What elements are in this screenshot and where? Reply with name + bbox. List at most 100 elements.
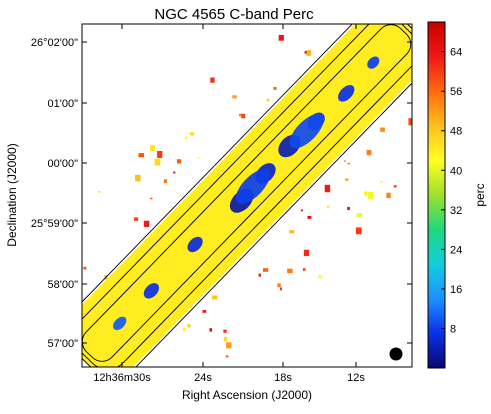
noise-speckle [307,215,312,219]
x-tick-label: 24s [194,372,212,384]
plot-area [82,24,412,367]
noise-speckle [202,309,207,313]
noise-speckle [211,295,218,300]
plot-frame [81,23,413,368]
noise-speckle [287,268,293,274]
x-axis-label: Right Ascension (J2000) [182,388,312,402]
noise-speckle [149,145,155,152]
contour-line [82,24,412,367]
noise-speckle [300,209,304,212]
noise-speckle [163,179,167,184]
noise-speckle [343,160,347,162]
colorbar-ticks: 64 56 48 40 32 24 16 8 [441,47,462,335]
noise-speckle [363,191,368,196]
contour-line [82,24,412,367]
noise-speckle [318,275,322,279]
noise-speckle [355,227,362,235]
emission-knot [113,316,127,331]
beam-marker [389,347,403,361]
y-axis: 26°02'00" 01'00" 00'00" 25°59'00" 58'00" 57'0… [31,37,412,350]
noise-speckle [302,268,306,271]
noise-speckle [279,287,282,291]
noise-speckle [83,266,87,270]
x-tick-label: 12s [347,372,365,384]
noise-speckle [210,77,215,83]
contour-lines [82,24,412,367]
noise-speckle [143,220,150,227]
noise-speckle [368,192,374,200]
noise-speckle [262,268,269,272]
noise-speckle [239,113,243,117]
noise-speckle [223,329,227,333]
noise-speckle [157,150,163,159]
noise-speckle [134,217,139,221]
noise-speckle [197,157,200,159]
noise-speckle [182,327,186,332]
noise-speckle [380,181,383,183]
x-axis: 12h36m30s 24s 18s 12s [93,24,365,384]
noise-speckles [83,34,412,358]
noise-speckle [266,98,270,102]
emission-knot [143,283,160,299]
noise-speckle [324,184,331,193]
noise-speckle [223,336,228,342]
noise-speckle [241,113,246,119]
colorbar-tick-label: 16 [450,284,462,296]
contour-line [82,24,412,362]
y-tick-label: 26°02'00" [31,37,78,49]
colorbar-tick-label: 8 [450,323,456,335]
noise-speckle [327,205,330,209]
noise-speckle [344,178,349,181]
emission-knot [235,169,270,204]
y-tick-label: 57'00" [48,338,79,350]
noise-speckle [135,174,141,182]
noise-speckle [273,86,277,90]
noise-speckle [304,51,307,54]
noise-speckle [393,185,397,188]
noise-speckle [408,118,412,126]
noise-speckle [225,355,229,358]
noise-speckle [356,213,363,218]
emission-knot [289,113,324,149]
emission-knot [338,85,355,102]
colorbar: 64 56 48 40 32 24 16 8 perc [427,21,487,369]
noise-speckle [154,158,161,166]
noise-speckle [258,273,262,277]
noise-speckle [366,149,372,156]
noise-speckle [278,34,284,41]
x-tick-label: 18s [274,372,292,384]
emission-knot [367,56,380,69]
noise-speckle [173,171,176,174]
noise-speckle [138,153,145,158]
noise-speckle [209,328,213,332]
colorbar-tick-label: 24 [450,244,462,256]
chart-title: NGC 4565 C-band Perc [154,6,314,23]
colorbar-tick-label: 48 [450,126,462,138]
noise-speckle [386,192,391,199]
colorbar-tick-label: 56 [450,86,462,98]
galaxy-emission [82,24,412,367]
noise-speckle [189,132,195,136]
noise-speckle [149,197,153,200]
noise-speckle [380,127,385,132]
noise-speckle [277,283,281,288]
colorbar-label: perc [473,183,487,206]
y-tick-label: 01'00" [48,98,79,110]
noise-speckle [176,159,182,164]
colorbar-tick-label: 64 [450,47,462,59]
noise-speckle [347,206,350,211]
noise-speckle [187,324,191,328]
noise-speckle [347,162,350,165]
y-tick-label: 25°59'00" [31,218,78,230]
colorbar-tick-label: 32 [450,205,462,217]
y-axis-label: Declination (J2000) [5,143,19,246]
noise-speckle [306,50,312,56]
colorbar-scale [427,21,446,369]
noise-speckle [226,342,232,349]
y-tick-label: 58'00" [48,279,79,291]
emission-knot [187,236,203,253]
x-tick-label: 12h36m30s [93,372,151,384]
noise-speckle [289,230,295,234]
